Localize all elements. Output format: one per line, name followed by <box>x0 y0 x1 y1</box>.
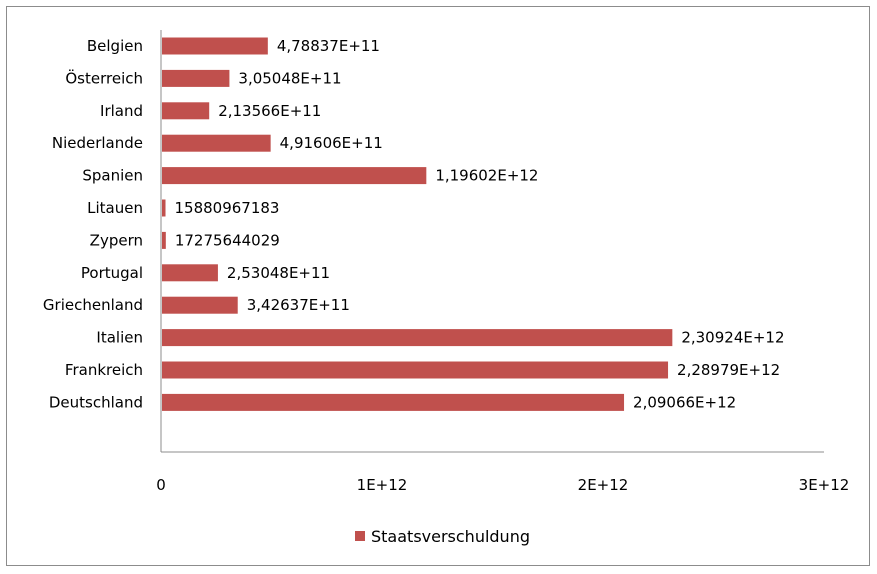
data-label: 2,13566E+11 <box>218 102 321 120</box>
category-label: Frankreich <box>65 361 143 379</box>
bar <box>162 102 210 120</box>
bar <box>162 134 271 152</box>
category-label: Deutschland <box>49 393 143 411</box>
bar <box>162 199 166 217</box>
category-label: Irland <box>100 102 143 120</box>
legend-swatch <box>355 531 365 541</box>
bar <box>162 69 230 87</box>
category-label: Belgien <box>87 37 143 55</box>
bar <box>162 37 268 55</box>
category-label: Litauen <box>87 199 143 217</box>
x-tick-label: 0 <box>156 476 166 494</box>
data-label: 2,30924E+12 <box>681 329 784 347</box>
x-tick-label: 3E+12 <box>799 476 850 494</box>
category-label: Zypern <box>90 231 143 249</box>
bar <box>162 231 166 249</box>
bar <box>162 167 427 185</box>
data-label: 2,09066E+12 <box>633 393 736 411</box>
data-label: 2,28979E+12 <box>677 361 780 379</box>
chart-frame <box>6 6 870 566</box>
bar <box>162 393 625 411</box>
data-label: 1,19602E+12 <box>435 167 538 185</box>
data-label: 3,42637E+11 <box>247 296 350 314</box>
bar <box>162 264 218 282</box>
category-label: Niederlande <box>52 134 143 152</box>
data-label: 4,78837E+11 <box>277 37 380 55</box>
category-label: Griechenland <box>43 296 143 314</box>
data-label: 15880967183 <box>175 199 280 217</box>
x-tick-label: 1E+12 <box>357 476 408 494</box>
category-label: Spanien <box>82 167 143 185</box>
category-label: Italien <box>96 329 143 347</box>
bar <box>162 361 669 379</box>
data-label: 4,91606E+11 <box>280 134 383 152</box>
x-tick-label: 2E+12 <box>578 476 629 494</box>
data-label: 2,53048E+11 <box>227 264 330 282</box>
data-label: 17275644029 <box>175 231 280 249</box>
category-label: Österreich <box>65 68 143 87</box>
bar <box>162 329 673 347</box>
data-label: 3,05048E+11 <box>238 69 341 87</box>
legend-label: Staatsverschuldung <box>371 527 530 546</box>
category-label: Portugal <box>81 264 143 282</box>
bar <box>162 296 238 314</box>
